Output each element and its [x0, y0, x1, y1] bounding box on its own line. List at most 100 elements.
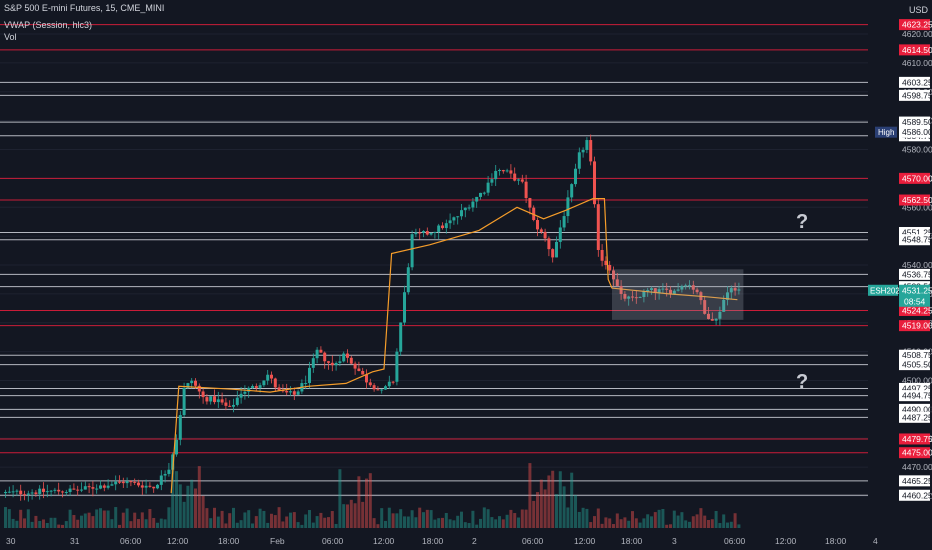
candle-body: [289, 391, 292, 393]
price-tick-label: 4580.00: [902, 145, 932, 155]
candle-body: [87, 486, 91, 488]
volume-bar: [524, 509, 528, 528]
volume-bar: [596, 508, 600, 528]
candle-body: [365, 374, 368, 383]
candle-body: [281, 390, 285, 392]
volume-bar: [144, 519, 148, 528]
volume-bar: [121, 512, 125, 528]
candle-body: [346, 353, 349, 358]
volume-indicator-label[interactable]: Vol: [4, 32, 17, 42]
candle-body: [228, 405, 232, 407]
candle-body: [399, 322, 403, 352]
volume-bar: [205, 508, 209, 528]
candle-body: [710, 318, 714, 321]
candle-body: [558, 227, 562, 242]
volume-bar: [235, 522, 239, 528]
time-tick-label: Feb: [270, 536, 285, 546]
volume-bar: [680, 512, 684, 528]
volume-bar: [68, 509, 72, 528]
volume-bar: [57, 524, 61, 528]
volume-bar: [129, 521, 133, 528]
candle-body: [137, 482, 140, 486]
volume-bar: [593, 516, 596, 528]
volume-bar: [64, 521, 68, 528]
candle-body: [163, 473, 167, 476]
volume-bar: [228, 513, 232, 528]
volume-bar: [190, 479, 194, 528]
volume-bar: [254, 516, 258, 528]
candle-body: [38, 488, 42, 494]
time-tick-label: 3: [672, 536, 677, 546]
volume-bar: [342, 504, 346, 528]
volume-bar: [653, 512, 657, 528]
candle-body: [167, 469, 171, 474]
volume-bar: [391, 513, 395, 528]
candle-body: [680, 285, 684, 290]
volume-bar: [80, 515, 83, 528]
volume-bar: [631, 511, 634, 528]
time-tick-label: 12:00: [373, 536, 395, 546]
volume-bar: [270, 513, 273, 528]
candle-body: [532, 207, 536, 221]
volume-bar: [19, 509, 23, 528]
volume-bar: [224, 523, 228, 528]
volume-bar: [634, 518, 638, 528]
candle-body: [600, 249, 604, 261]
candle-body: [665, 288, 669, 290]
red-level-label: 4475.00: [902, 448, 932, 458]
price-tick-label: 4470.00: [902, 462, 932, 472]
candle-body: [118, 481, 121, 483]
candle-body: [186, 383, 190, 388]
candle-body: [133, 481, 137, 483]
volume-bar: [505, 514, 509, 528]
candle-body: [703, 300, 707, 314]
volume-bar: [688, 521, 691, 528]
red-level-label: 4614.50: [902, 45, 932, 55]
volume-bar: [566, 507, 570, 528]
candle-body: [684, 285, 688, 287]
candle-body: [714, 318, 718, 321]
volume-bar: [444, 513, 448, 528]
volume-bar: [703, 515, 707, 528]
candle-body: [441, 225, 444, 229]
candle-body: [106, 485, 110, 488]
volume-bar: [456, 515, 460, 528]
candle-body: [627, 296, 631, 299]
candle-body: [475, 196, 479, 202]
volume-bar: [695, 514, 699, 528]
volume-bar: [733, 513, 737, 528]
candle-body: [361, 370, 365, 375]
white-level-label-bg: [899, 403, 930, 415]
candle-body: [171, 454, 175, 470]
candle-body: [270, 374, 273, 379]
volume-bar: [657, 509, 661, 528]
volume-bar: [178, 484, 182, 528]
volume-bar: [338, 469, 342, 528]
vwap-indicator-label[interactable]: VWAP (Session, hlc3): [4, 20, 93, 30]
candle-body: [357, 368, 361, 371]
chart-title[interactable]: S&P 500 E-mini Futures, 15, CME_MINI: [4, 3, 165, 13]
candle-body: [422, 231, 425, 233]
time-tick-label: 18:00: [825, 536, 847, 546]
volume-bar: [612, 524, 615, 528]
candle-body: [479, 192, 482, 197]
candle-body: [494, 170, 498, 180]
white-level-label: 4494.75: [902, 391, 932, 401]
volume-bar: [296, 522, 300, 528]
volume-bar: [26, 509, 30, 528]
candle-body: [148, 485, 152, 487]
volume-bar: [327, 517, 330, 528]
red-level-label-bg: [899, 304, 930, 316]
candle-body: [634, 297, 638, 299]
candle-body: [726, 292, 729, 300]
volume-bar: [410, 510, 414, 528]
time-tick-label: 2: [472, 536, 477, 546]
candle-body: [615, 279, 619, 286]
white-level-label: 4551.25: [902, 228, 932, 238]
volume-bar: [403, 516, 406, 528]
candle-body: [406, 267, 410, 293]
price-tick-label: 4620.00: [902, 29, 932, 39]
candle-body: [342, 353, 346, 362]
candle-body: [239, 393, 243, 398]
